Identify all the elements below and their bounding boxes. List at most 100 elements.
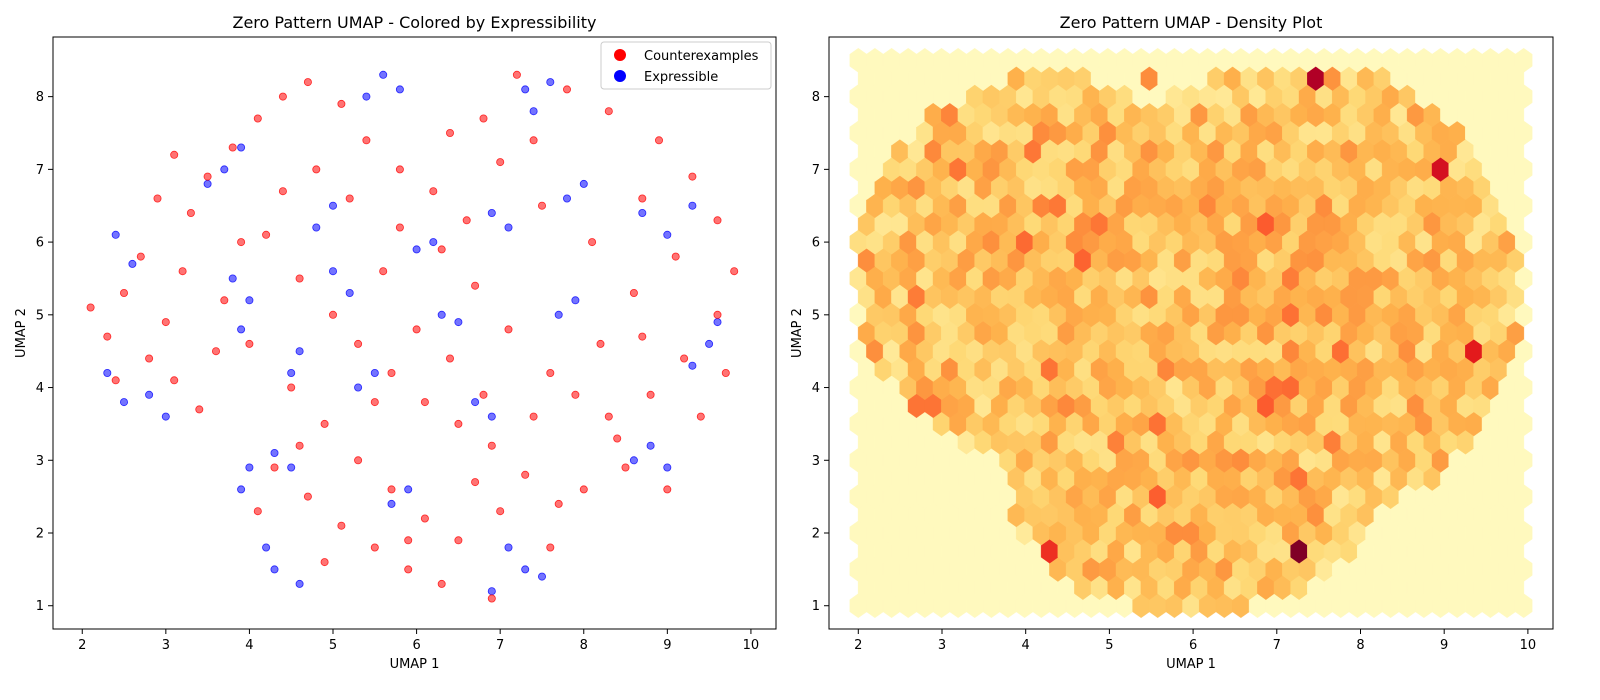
point-counterexample (245, 339, 254, 348)
y-tick-label: 3 (36, 454, 44, 469)
point-counterexample (454, 536, 463, 545)
point-counterexample (161, 318, 170, 327)
point-expressible (404, 485, 413, 494)
point-expressible (387, 499, 396, 508)
x-axis-label: UMAP 1 (390, 657, 440, 672)
point-expressible (471, 398, 480, 407)
point-counterexample (629, 288, 638, 297)
point-expressible (328, 267, 337, 276)
x-tick-label: 9 (663, 638, 671, 653)
point-expressible (161, 412, 170, 421)
point-counterexample (420, 514, 429, 523)
point-counterexample (680, 354, 689, 363)
point-counterexample (487, 441, 496, 450)
point-counterexample (563, 85, 572, 94)
point-counterexample (303, 492, 312, 501)
point-counterexample (621, 463, 630, 472)
point-counterexample (320, 419, 329, 428)
scatter-points (86, 70, 739, 603)
point-counterexample (638, 332, 647, 341)
point-counterexample (663, 485, 672, 494)
point-expressible (504, 223, 513, 232)
point-expressible (295, 347, 304, 356)
legend-box (600, 41, 772, 90)
point-counterexample (454, 419, 463, 428)
point-counterexample (345, 194, 354, 203)
point-counterexample (437, 245, 446, 254)
legend-label-expressible: Expressible (644, 70, 718, 85)
point-counterexample (713, 310, 722, 319)
point-counterexample (655, 136, 664, 145)
point-counterexample (370, 543, 379, 552)
legend: Counterexamples Expressible (600, 41, 772, 90)
point-expressible (362, 92, 371, 101)
point-counterexample (479, 114, 488, 123)
point-expressible (638, 208, 647, 217)
point-expressible (538, 572, 547, 581)
point-expressible (237, 143, 246, 152)
point-expressible (579, 179, 588, 188)
x-tick-label: 4 (245, 638, 253, 653)
point-counterexample (312, 165, 321, 174)
legend-marker-expressible (614, 70, 626, 82)
point-expressible (228, 274, 237, 283)
point-counterexample (370, 398, 379, 407)
point-expressible (345, 288, 354, 297)
x-tick-label: 3 (162, 638, 170, 653)
point-counterexample (429, 187, 438, 196)
x-tick-label: 2 (854, 638, 862, 653)
point-counterexample (554, 499, 563, 508)
point-expressible (220, 165, 229, 174)
x-tick-label: 6 (1189, 638, 1197, 653)
point-expressible (203, 179, 212, 188)
point-expressible (270, 565, 279, 574)
point-expressible (270, 448, 279, 457)
point-counterexample (170, 376, 179, 385)
point-counterexample (420, 398, 429, 407)
point-counterexample (596, 339, 605, 348)
point-counterexample (387, 368, 396, 377)
point-expressible (287, 368, 296, 377)
point-counterexample (696, 412, 705, 421)
point-expressible (504, 543, 513, 552)
y-tick-label: 5 (36, 308, 44, 323)
point-counterexample (688, 172, 697, 181)
point-counterexample (111, 376, 120, 385)
point-counterexample (604, 107, 613, 116)
point-expressible (521, 565, 530, 574)
point-expressible (328, 201, 337, 210)
point-counterexample (521, 470, 530, 479)
y-tick-label: 6 (812, 236, 820, 251)
point-counterexample (471, 281, 480, 290)
point-expressible (429, 238, 438, 247)
point-expressible (688, 201, 697, 210)
legend-label-counterexamples: Counterexamples (644, 49, 759, 64)
point-counterexample (362, 136, 371, 145)
point-expressible (354, 383, 363, 392)
y-axis-ticks: 1 2 3 4 5 6 7 8 (36, 90, 53, 614)
point-expressible (487, 208, 496, 217)
point-expressible (237, 485, 246, 494)
point-counterexample (253, 114, 262, 123)
point-counterexample (713, 216, 722, 225)
x-tick-label: 8 (580, 638, 588, 653)
density-chart: Zero Pattern UMAP - Density Plot 2 3 4 5 6 7 8… (790, 13, 1554, 672)
point-expressible (487, 412, 496, 421)
point-expressible (705, 339, 714, 348)
point-expressible (454, 318, 463, 327)
point-expressible (629, 456, 638, 465)
point-counterexample (538, 201, 547, 210)
y-axis-ticks: 1 2 3 4 5 6 7 8 (812, 90, 829, 614)
point-counterexample (103, 332, 112, 341)
point-expressible (412, 245, 421, 254)
point-counterexample (195, 405, 204, 414)
point-counterexample (178, 267, 187, 276)
point-expressible (521, 85, 530, 94)
point-counterexample (604, 412, 613, 421)
point-counterexample (203, 172, 212, 181)
point-counterexample (404, 565, 413, 574)
y-axis-label: UMAP 2 (14, 308, 29, 358)
point-counterexample (153, 194, 162, 203)
y-tick-label: 8 (36, 90, 44, 105)
point-expressible (663, 230, 672, 239)
